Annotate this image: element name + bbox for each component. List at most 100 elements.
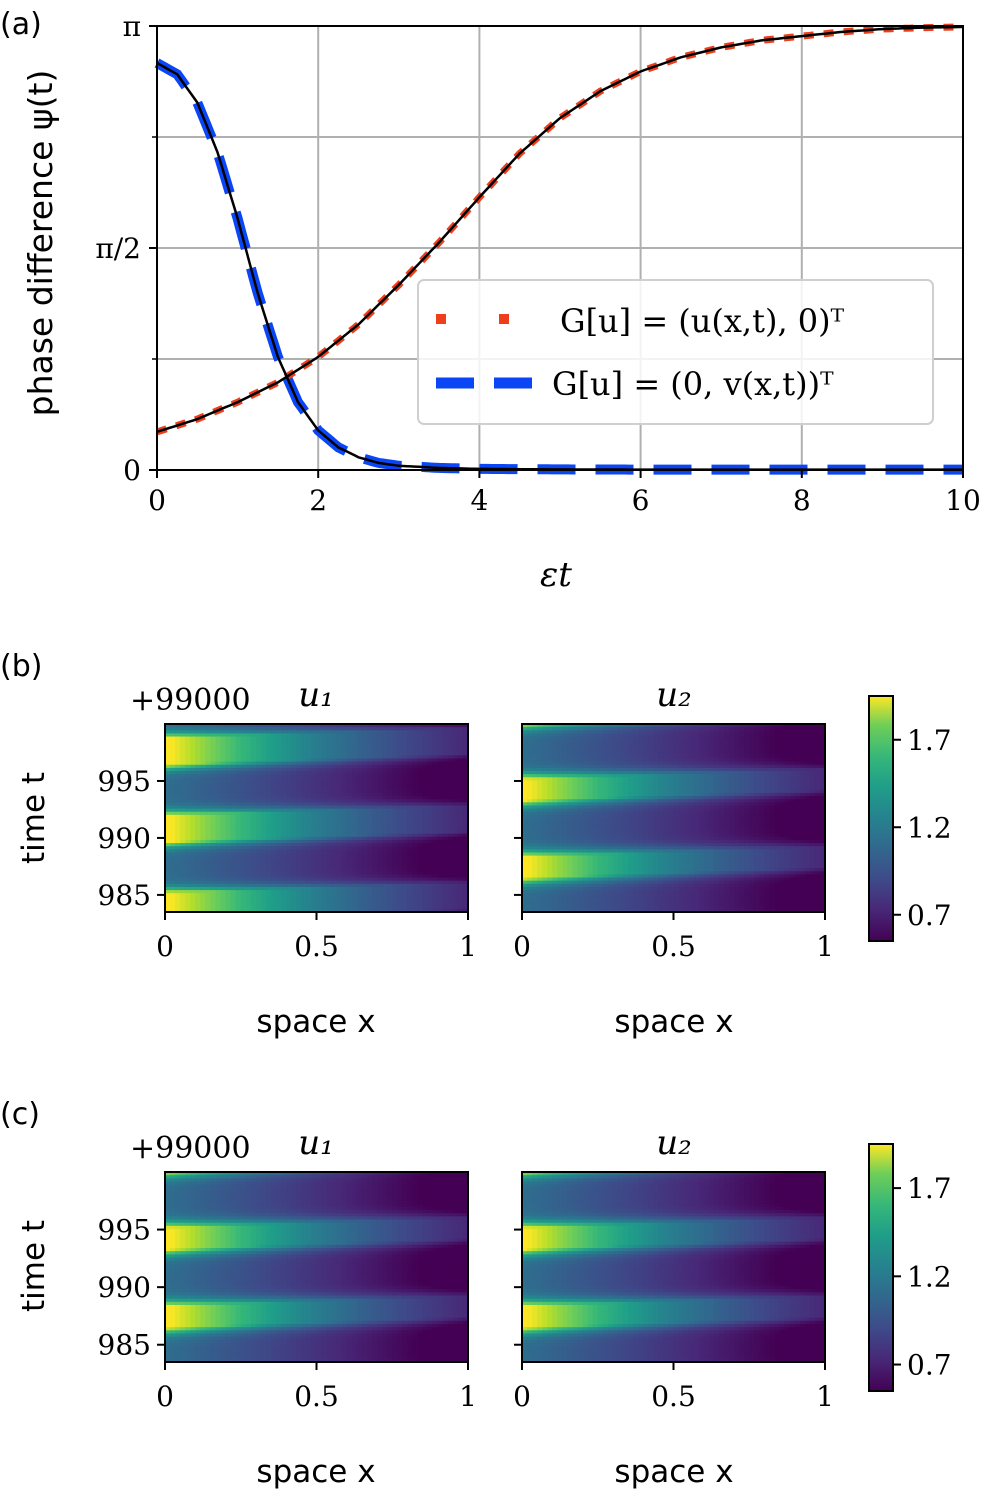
heatmap-cell (296, 877, 302, 882)
heatmap-cell (225, 780, 232, 785)
heatmap-cell (271, 858, 277, 863)
heatmap-cell (542, 733, 548, 738)
heatmap-cell (628, 761, 634, 766)
heatmap-cell (582, 799, 589, 803)
heatmap-cell (607, 730, 614, 734)
heatmap-cell (266, 799, 272, 803)
heatmap-cell (537, 733, 543, 738)
heatmap-cell (306, 846, 313, 850)
heatmap-cell (361, 796, 368, 800)
heatmap-cell (185, 883, 191, 888)
heatmap-cell (562, 755, 569, 760)
heatmap-cell (387, 868, 393, 872)
heatmap-cell (617, 871, 624, 875)
heatmap-cell (427, 811, 434, 816)
heatmap-cell (185, 839, 191, 844)
heatmap-cell (296, 839, 302, 844)
heatmap-cell (422, 771, 429, 775)
heatmap-cell (542, 886, 548, 891)
heatmap-cell (266, 902, 272, 907)
heatmap-cell (422, 802, 429, 807)
heatmap-cell (592, 824, 599, 828)
heatmap-cell (230, 836, 237, 841)
heatmap-cell (356, 830, 363, 835)
heatmap-cell (286, 893, 292, 897)
heatmap-cell (412, 843, 419, 847)
heatmap-cell (547, 799, 553, 803)
heatmap-cell (552, 730, 558, 734)
heatmap-cell (225, 880, 232, 885)
heatmap-cell (336, 905, 343, 910)
heatmap-cell (452, 830, 459, 835)
heatmap-cell (377, 771, 383, 775)
heatmap-cell (392, 742, 398, 747)
heatmap-cell (592, 767, 599, 772)
heatmap-cell (392, 799, 398, 803)
heatmap-cell (306, 777, 313, 781)
heatmap-cell (422, 786, 429, 791)
heatmap-cell (577, 839, 584, 844)
heatmap-cell (351, 855, 358, 860)
heatmap-cell (260, 852, 267, 857)
heatmap-cell (321, 749, 328, 753)
heatmap-cell (462, 899, 469, 904)
heatmap-cell (195, 893, 201, 897)
heatmap-cell (230, 780, 237, 785)
heatmap-cell (628, 871, 634, 875)
heatmap-cell (407, 814, 414, 819)
heatmap-cell (215, 786, 222, 791)
heatmap-cell (215, 886, 222, 891)
heatmap-cell (432, 799, 439, 803)
heatmap-cell (291, 852, 297, 857)
heatmap-cell (437, 830, 444, 835)
heatmap-cell (306, 833, 313, 838)
heatmap-cell (180, 724, 186, 728)
heatmap-cell (377, 752, 383, 756)
heatmap-cell (321, 786, 328, 791)
heatmap-cell (190, 827, 196, 832)
heatmap-cell (170, 874, 176, 879)
heatmap-cell (260, 877, 267, 882)
heatmap-cell (537, 755, 543, 760)
heatmap-cell (457, 724, 464, 728)
heatmap-cell (250, 877, 257, 882)
heatmap-cell (407, 796, 414, 800)
heatmap-cell (220, 846, 227, 850)
heatmap-cell (557, 777, 563, 781)
heatmap-cell (422, 799, 429, 803)
heatmap-cell (402, 905, 408, 910)
heatmap-cell (557, 761, 563, 766)
heatmap-cell (170, 796, 176, 800)
heatmap-cell (582, 861, 589, 866)
heatmap-cell (276, 868, 282, 872)
heatmap-cell (331, 749, 338, 753)
heatmap-cell (225, 902, 232, 907)
heatmap-cell (612, 758, 619, 763)
heatmap-cell (245, 886, 252, 891)
heatmap-cell (597, 824, 604, 828)
heatmap-cell (628, 733, 634, 738)
heatmap-cell (607, 855, 614, 860)
heatmap-cell (341, 865, 348, 869)
heatmap-cell (442, 827, 449, 832)
heatmap-cell (562, 749, 569, 753)
heatmap-cell (572, 865, 579, 869)
heatmap-cell (552, 727, 558, 731)
heatmap-cell (602, 908, 609, 913)
heatmap-cell (592, 742, 599, 747)
heatmap-cell (577, 730, 584, 734)
heatmap-cell (255, 821, 262, 825)
heatmap-cell (397, 852, 403, 857)
heatmap-cell (170, 905, 176, 910)
heatmap-cell (587, 824, 594, 828)
heatmap-cell (200, 827, 206, 832)
heatmap-cell (286, 802, 292, 807)
heatmap-cell (210, 861, 217, 866)
heatmap-cell (316, 777, 323, 781)
heatmap-cell (377, 774, 383, 778)
heatmap-cell (633, 783, 639, 788)
heatmap-cell (205, 883, 212, 888)
heatmap-cell (225, 783, 232, 788)
heatmap-cell (326, 799, 333, 803)
heatmap-cell (210, 890, 217, 894)
